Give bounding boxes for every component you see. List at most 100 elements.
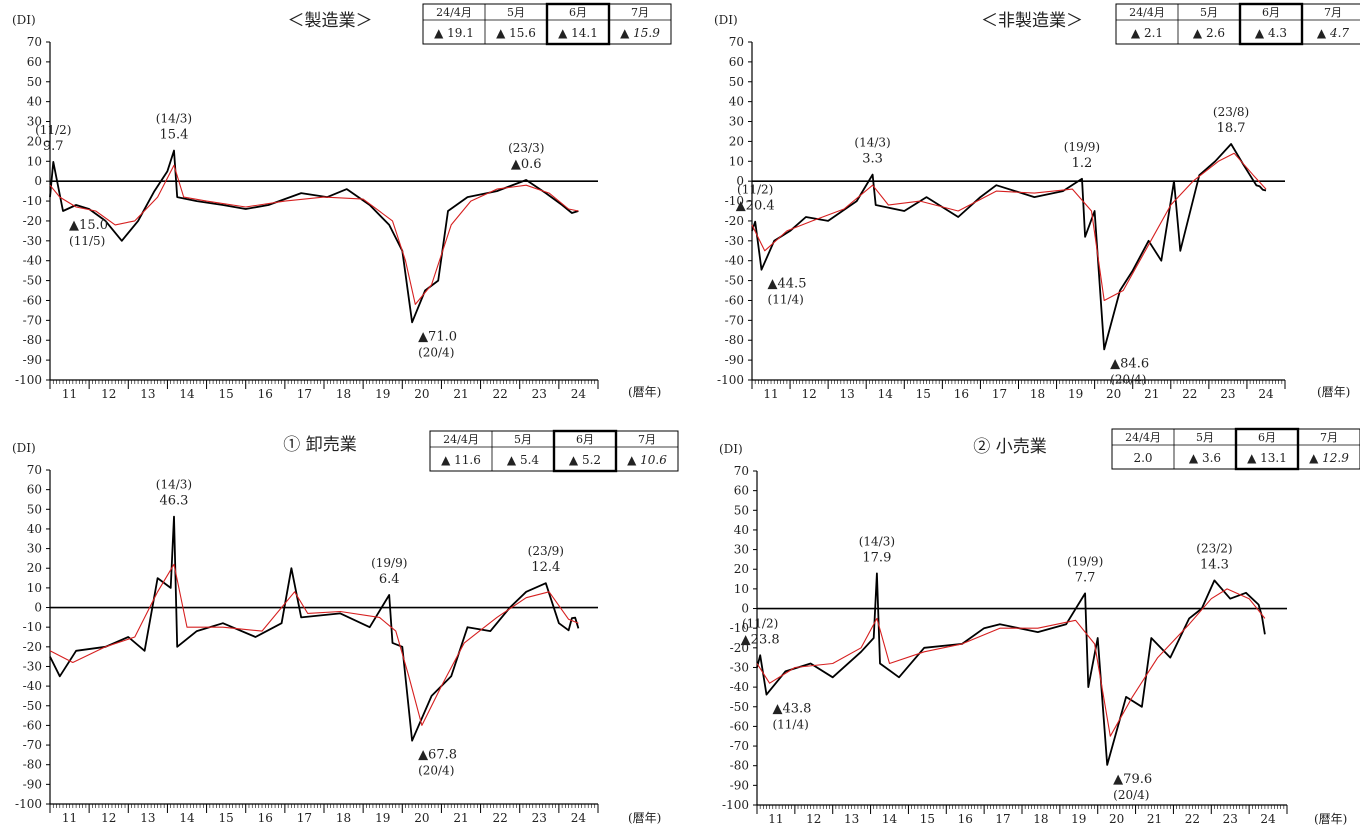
x-tick-label: 16 bbox=[954, 387, 969, 401]
series-line-smoothed bbox=[49, 563, 579, 726]
y-tick-label: -40 bbox=[23, 254, 42, 268]
table-header: 6月 bbox=[576, 433, 594, 446]
annotation-value: ▲0.6 bbox=[511, 157, 542, 172]
x-axis-label: (暦年) bbox=[628, 385, 661, 399]
x-tick-label: 23 bbox=[1223, 812, 1238, 826]
x-tick-label: 16 bbox=[258, 387, 273, 401]
table-header: 5月 bbox=[1196, 431, 1214, 444]
annotation-value: 17.9 bbox=[862, 550, 891, 565]
x-tick-label: 24 bbox=[571, 387, 587, 401]
y-tick-label: -100 bbox=[722, 798, 749, 812]
y-tick-label: -60 bbox=[23, 718, 42, 732]
x-tick-label: 24 bbox=[1258, 387, 1274, 401]
annotation-date: (11/5) bbox=[69, 234, 105, 248]
x-tick-label: 13 bbox=[844, 812, 859, 826]
y-tick-label: 40 bbox=[27, 522, 42, 536]
summary-table: 24/4月 5月 6月 7月 2.0 ▲ 3.6 ▲ 13.1 ▲ 12.9 bbox=[1111, 427, 1360, 471]
table-value: ▲ 4.7 bbox=[1317, 26, 1349, 40]
table-highlight bbox=[545, 2, 611, 46]
chart-title: ＜非製造業＞ bbox=[981, 11, 1083, 31]
y-tick-label: -20 bbox=[23, 214, 42, 228]
y-tick-label: 70 bbox=[734, 464, 749, 478]
annotation-date: (23/2) bbox=[1196, 541, 1232, 555]
annotation-date: (14/3) bbox=[859, 534, 895, 548]
y-tick-label: 0 bbox=[34, 601, 42, 615]
table-header: 7月 bbox=[638, 433, 656, 446]
y-tick-label: 30 bbox=[729, 115, 744, 129]
y-tick-label: -20 bbox=[730, 641, 749, 655]
x-tick-label: 22 bbox=[493, 387, 508, 401]
table-value: ▲ 4.3 bbox=[1255, 26, 1287, 40]
y-tick-label: -60 bbox=[725, 293, 744, 307]
y-tick-label: 60 bbox=[729, 55, 744, 69]
table-value: ▲ 2.1 bbox=[1131, 26, 1163, 40]
x-tick-label: 24 bbox=[571, 811, 587, 825]
table-header: 6月 bbox=[1258, 431, 1276, 444]
y-tick-label: -60 bbox=[23, 293, 42, 307]
y-tick-label: -20 bbox=[23, 640, 42, 654]
y-tick-label: -30 bbox=[23, 234, 42, 248]
x-tick-label: 13 bbox=[140, 387, 155, 401]
annotation-date: (19/9) bbox=[1067, 554, 1103, 568]
x-tick-label: 19 bbox=[375, 387, 390, 401]
y-tick-label: 10 bbox=[27, 581, 42, 595]
annotation: (23/8) 18.7 bbox=[1213, 105, 1249, 136]
x-tick-label: 22 bbox=[493, 811, 508, 825]
annotation-date: (14/3) bbox=[156, 112, 192, 126]
y-tick-label: -30 bbox=[730, 660, 749, 674]
annotation-value: 7.7 bbox=[1075, 570, 1096, 585]
annotation-date: (19/9) bbox=[371, 556, 407, 570]
y-tick-label: 70 bbox=[27, 463, 42, 477]
annotation-value: ▲71.0 bbox=[418, 329, 457, 344]
x-tick-label: 21 bbox=[453, 811, 468, 825]
x-tick-label: 17 bbox=[297, 811, 312, 825]
x-tick-label: 15 bbox=[219, 387, 234, 401]
x-tick-label: 11 bbox=[62, 387, 77, 401]
x-tick-label: 11 bbox=[768, 812, 783, 826]
annotation-date: (11/4) bbox=[772, 718, 808, 732]
x-tick-label: 24 bbox=[1260, 812, 1276, 826]
x-tick-label: 14 bbox=[878, 387, 894, 401]
annotation-date: (19/9) bbox=[1064, 140, 1100, 154]
table-value: ▲ 19.1 bbox=[434, 26, 474, 40]
annotation-value: 18.7 bbox=[1217, 121, 1246, 136]
table-value: ▲ 10.6 bbox=[627, 453, 667, 467]
table-value: ▲ 12.9 bbox=[1309, 451, 1349, 465]
y-tick-label: -50 bbox=[23, 699, 42, 713]
table-frame bbox=[1115, 3, 1360, 45]
annotation: (19/9) 7.7 bbox=[1067, 554, 1103, 585]
series-line-actual bbox=[49, 149, 579, 324]
annotation: ▲15.0(11/5) bbox=[69, 218, 108, 248]
chart-title: ＜製造業＞ bbox=[288, 11, 373, 31]
y-tick-label: 0 bbox=[736, 174, 744, 188]
annotation-date: (11/2) bbox=[737, 183, 773, 197]
chart-panel-4: (DI) 70 60 50 40 30 20 10 0 -10 -20 -30 -40 -50 -60 -70… bbox=[719, 427, 1360, 826]
annotation: (23/9) 12.4 bbox=[528, 544, 564, 575]
annotation-value: ▲84.6 bbox=[1110, 356, 1149, 371]
series-line-actual bbox=[751, 143, 1267, 351]
annotation: (14/3) 17.9 bbox=[859, 534, 895, 565]
y-axis-label: (DI) bbox=[719, 442, 743, 456]
x-tick-label: 18 bbox=[336, 387, 351, 401]
chart-panel-2: (DI) 70 60 50 40 30 20 10 0 -10 -20 -30 -40 -50 -60 -70… bbox=[714, 2, 1360, 401]
x-tick-label: 19 bbox=[375, 811, 390, 825]
table-value: ▲ 15.9 bbox=[620, 26, 660, 40]
x-tick-label: 16 bbox=[958, 812, 973, 826]
table-value: 2.0 bbox=[1133, 451, 1152, 465]
annotation-value: 12.4 bbox=[531, 560, 560, 575]
table-highlight bbox=[1234, 427, 1300, 471]
x-tick-label: 11 bbox=[763, 387, 778, 401]
table-header: 24/4月 bbox=[436, 6, 472, 19]
annotation: ▲67.8(20/4) bbox=[418, 748, 457, 778]
table-header: 5月 bbox=[514, 433, 532, 446]
y-tick-label: -70 bbox=[23, 313, 42, 327]
series-line-smoothed bbox=[49, 164, 579, 305]
annotation-value: ▲67.8 bbox=[418, 748, 457, 763]
x-tick-label: 14 bbox=[179, 387, 195, 401]
annotation-date: (20/4) bbox=[1113, 788, 1149, 802]
y-tick-label: -30 bbox=[23, 659, 42, 673]
y-tick-label: 40 bbox=[27, 95, 42, 109]
y-tick-label: 30 bbox=[27, 115, 42, 129]
y-tick-label: 50 bbox=[27, 75, 42, 89]
